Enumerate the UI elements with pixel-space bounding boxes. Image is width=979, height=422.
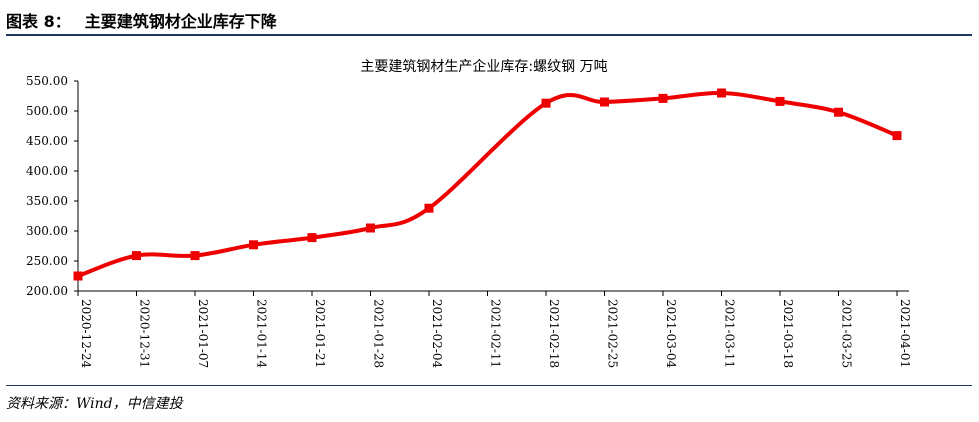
chart-axes: 550.00 500.00 450.00 400.00 350.00 300.00 250.… (26, 74, 912, 369)
y-tick-label: 350.00 (26, 194, 68, 208)
y-tick-label: 400.00 (26, 164, 68, 178)
data-point (424, 203, 434, 213)
data-point (73, 271, 83, 281)
data-point (132, 251, 141, 261)
data-point (366, 223, 375, 233)
x-tick-label: 2021-01-14 (255, 299, 269, 369)
x-tick-label: 2021-03-18 (781, 299, 795, 368)
x-tick-label: 2021-02-25 (606, 299, 620, 368)
data-point (249, 240, 258, 250)
top-rule (6, 34, 972, 36)
x-tick-label: 2021-02-04 (430, 299, 444, 369)
y-tick-label: 450.00 (26, 134, 68, 148)
figure-number: 图表 8： (6, 12, 71, 31)
x-tick-label: 2020-12-31 (138, 299, 152, 368)
data-point (658, 93, 668, 103)
figure-header: 图表 8： 主要建筑钢材企业库存下降 (6, 8, 277, 32)
x-tick-label: 2020-12-24 (79, 299, 93, 369)
data-point (717, 88, 726, 98)
x-tick-label: 2021-03-04 (664, 299, 678, 369)
y-tick-label: 200.00 (26, 284, 68, 298)
data-point (892, 131, 902, 141)
x-tick-label: 2021-03-25 (840, 299, 854, 368)
x-tick-label: 2021-03-11 (723, 299, 737, 368)
x-tick-label: 2021-01-21 (313, 299, 327, 368)
chart-title: 主要建筑钢材生产企业库存:螺纹钢 万吨 (360, 58, 607, 75)
data-point (834, 107, 843, 117)
x-tick-label: 2021-02-11 (489, 299, 503, 368)
y-tick-label: 550.00 (26, 74, 68, 88)
data-point (190, 251, 200, 261)
x-tick-label: 2021-04-01 (898, 299, 912, 368)
x-tick-label: 2021-02-18 (547, 299, 561, 368)
series-line (76, 90, 899, 278)
y-tick-label: 250.00 (26, 254, 68, 268)
chart-series (73, 88, 902, 281)
x-tick-label: 2021-01-28 (372, 299, 386, 368)
data-point (600, 97, 609, 107)
source-note: 资料来源：Wind，中信建投 (6, 396, 183, 412)
figure-title: 主要建筑钢材企业库存下降 (84, 12, 277, 31)
x-tick-label: 2021-01-07 (196, 299, 210, 368)
data-point (541, 98, 551, 108)
data-point (307, 233, 317, 243)
y-tick-label: 500.00 (26, 104, 68, 118)
y-tick-label: 300.00 (26, 224, 68, 238)
data-point (775, 96, 785, 106)
bottom-rule (6, 385, 972, 386)
